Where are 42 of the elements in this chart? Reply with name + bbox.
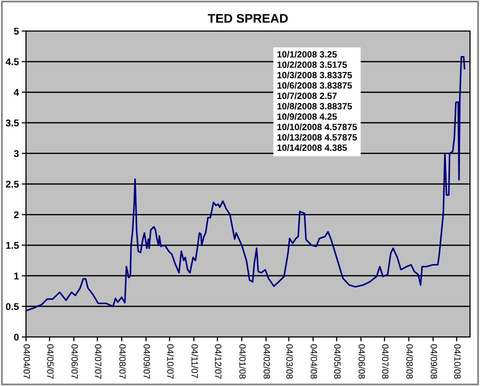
y-tick-label: 2.5 — [6, 180, 19, 188]
x-tick-label: 04/04/07 — [24, 344, 30, 379]
x-tick-label: 04/03/08 — [286, 344, 293, 379]
x-tick-label: 04/01/08 — [239, 344, 246, 379]
x-tick-label: 04/08/08 — [406, 344, 414, 379]
x-tick-label: 04/07/07 — [94, 344, 102, 379]
annotation: 10/8/2008 3.88375 — [277, 102, 352, 110]
x-tick-label: 04/09/08 — [430, 344, 438, 379]
annotation: 10/10/2008 4.57875 — [277, 124, 357, 130]
y-tick-label: 0.5 — [6, 303, 19, 310]
y-tick-label: 2 — [14, 211, 19, 218]
y-tick-label: 0 — [14, 334, 19, 341]
x-tick-label: 04/09/07 — [144, 344, 150, 379]
annotation: 10/3/2008 3.83375 — [277, 72, 352, 78]
annotation: 10/9/2008 4.25 — [277, 113, 337, 120]
x-tick-label: 04/05/08 — [334, 344, 341, 379]
x-tick-label: 04/12/07 — [214, 344, 222, 379]
y-tick-label: 1 — [14, 272, 19, 280]
y-tick-label: 1.5 — [6, 242, 19, 249]
annotation: 10/13/2008 4.57875 — [277, 134, 357, 141]
x-tick-label: 04/04/08 — [310, 344, 318, 379]
y-tick-label: 4.5 — [6, 58, 19, 66]
x-tick-label: 04/10/07 — [167, 344, 174, 379]
annotation: 10/14/2008 4.385 — [277, 144, 347, 152]
x-tick-label: 04/02/08 — [264, 344, 270, 379]
annotation: 10/2/2008 3.5175 — [277, 61, 347, 68]
line-series — [26, 56, 466, 312]
y-tick-label: 4 — [14, 89, 20, 96]
x-tick-label: 04/06/08 — [358, 344, 366, 379]
x-tick-label: 04/11/07 — [191, 344, 198, 378]
x-tick-label: 04/08/07 — [119, 344, 126, 379]
annotation: 10/6/2008 3.83875 — [277, 82, 352, 89]
x-tick-label: 04/10/08 — [454, 344, 461, 379]
annotation: 10/1/2008 3.25 — [277, 50, 337, 58]
chart-title: TED SPREAD — [208, 14, 288, 23]
x-tick-label: 04/07/08 — [382, 344, 389, 379]
y-tick-label: 3.5 — [6, 120, 19, 126]
y-tick-label: 5 — [14, 28, 19, 35]
y-tick-label: 3 — [14, 150, 19, 158]
annotation: 10/7/2008 2.57 — [277, 92, 337, 100]
x-tick-label: 04/05/07 — [47, 344, 54, 379]
x-tick-label: 04/06/07 — [71, 344, 78, 379]
